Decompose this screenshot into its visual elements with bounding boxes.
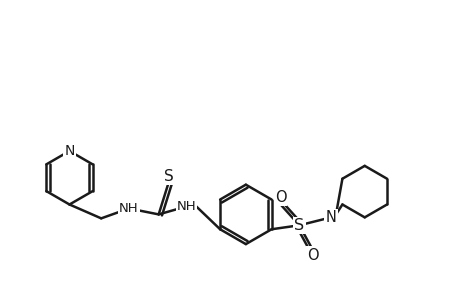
Text: NH: NH <box>176 200 196 213</box>
Text: S: S <box>294 218 304 233</box>
Text: N: N <box>64 144 74 158</box>
Text: S: S <box>163 169 173 184</box>
Text: NH: NH <box>119 202 139 215</box>
Text: N: N <box>325 210 336 225</box>
Text: O: O <box>307 248 319 262</box>
Text: O: O <box>274 190 285 205</box>
